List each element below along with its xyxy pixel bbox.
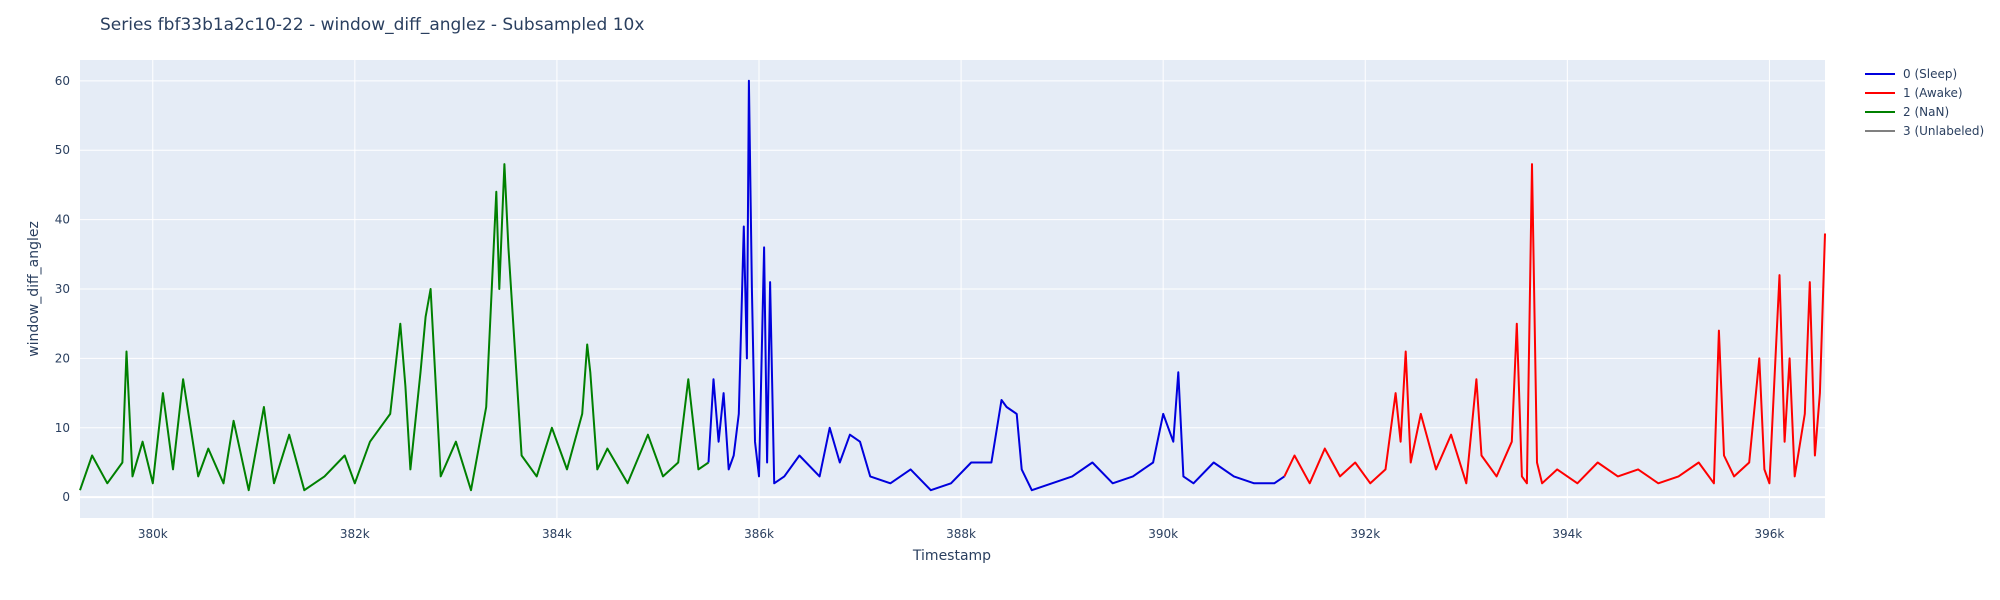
x-tick-label: 386k [744, 527, 774, 541]
legend-label: 0 (Sleep) [1903, 67, 1957, 81]
series-line-2 [1283, 163, 1826, 485]
x-tick-label: 380k [138, 527, 168, 541]
y-tick-label: 20 [55, 351, 70, 365]
legend-label: 2 (NaN) [1903, 105, 1949, 119]
x-tick-label: 388k [946, 527, 976, 541]
legend-item[interactable]: 0 (Sleep) [1865, 67, 1957, 81]
x-axis-title: Timestamp [912, 548, 991, 564]
legend[interactable]: 0 (Sleep) 1 (Awake) 2 (NaN) 3 (Unlabeled) [1865, 67, 1984, 138]
series-layer [79, 79, 1826, 492]
series-line-0 [79, 163, 710, 492]
y-tick-label: 0 [62, 490, 70, 504]
y-tick-label: 40 [55, 213, 70, 227]
y-tick-label: 50 [55, 143, 70, 157]
x-tick-label: 396k [1754, 527, 1784, 541]
y-axis-ticks: 0 10 20 30 40 50 60 [55, 74, 70, 504]
grid-lines [80, 60, 1825, 518]
x-tick-label: 382k [340, 527, 370, 541]
y-tick-label: 30 [55, 282, 70, 296]
legend-label: 1 (Awake) [1903, 86, 1963, 100]
y-tick-label: 10 [55, 421, 70, 435]
x-tick-label: 392k [1350, 527, 1380, 541]
y-axis-title: window_diff_anglez [26, 221, 42, 357]
chart-title: Series fbf33b1a2c10-22 - window_diff_ang… [100, 15, 644, 35]
series-line-1 [707, 79, 1285, 492]
x-axis-ticks: 380k 382k 384k 386k 388k 390k 392k 394k 396k [138, 527, 1785, 541]
legend-item[interactable]: 3 (Unlabeled) [1865, 124, 1984, 138]
legend-item[interactable]: 1 (Awake) [1865, 86, 1963, 100]
legend-item[interactable]: 2 (NaN) [1865, 105, 1949, 119]
y-tick-label: 60 [55, 74, 70, 88]
legend-label: 3 (Unlabeled) [1903, 124, 1984, 138]
x-tick-label: 394k [1552, 527, 1582, 541]
x-tick-label: 384k [542, 527, 572, 541]
x-tick-label: 390k [1148, 527, 1178, 541]
